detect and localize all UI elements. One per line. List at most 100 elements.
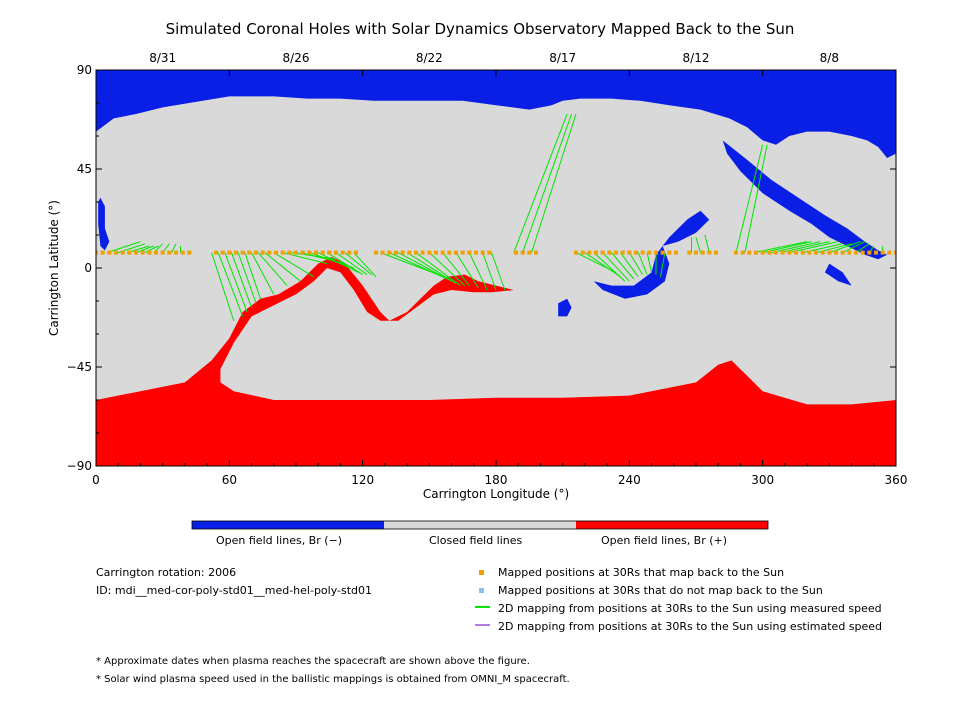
mapped-point-66 [620, 250, 625, 255]
measured-mapping-line-33 [428, 252, 466, 286]
colorbar-label-closed: Closed field lines [429, 534, 523, 547]
measured-mapping-line-50 [646, 252, 653, 273]
measured-mapping-line-38 [491, 252, 506, 291]
mapped-points [96, 250, 896, 255]
measured-mapping-line-37 [482, 252, 497, 291]
measured-mapping-line-10 [217, 252, 244, 317]
legend-label-estimated: 2D mapping from positions at 30Rs to the… [498, 620, 883, 633]
mapped-point-87 [780, 250, 785, 255]
mapped-point-55 [514, 250, 518, 255]
closed-bay-south [224, 285, 896, 396]
mapped-point-48 [447, 250, 452, 255]
x-axis-label: Carrington Longitude (°) [423, 487, 569, 501]
measured-mapping-line-44 [593, 252, 626, 282]
colorbar-segment-1 [384, 521, 576, 529]
mapped-point-45 [427, 250, 432, 255]
mapped-point-28 [300, 250, 305, 255]
mapped-point-40 [394, 250, 398, 255]
mapped-point-34 [340, 250, 345, 255]
measured-mapping-line-27 [353, 252, 377, 278]
measured-mapping-line-32 [415, 252, 461, 287]
mapped-point-96 [840, 250, 845, 255]
mapped-point-5 [127, 250, 132, 255]
measured-mapping-line-23 [318, 252, 359, 273]
mapped-point-10 [160, 250, 165, 255]
x-tick-label-180: 180 [485, 473, 508, 487]
mapped-point-86 [774, 250, 778, 255]
y-tick-label-0: −90 [67, 459, 92, 473]
colorbar-segment-0 [192, 521, 384, 529]
equatorial-hole-320 [722, 140, 888, 260]
top-date-label-2: 8/22 [416, 51, 443, 65]
measured-mapping-line-30 [397, 252, 452, 282]
model-id-text: ID: mdi__med-cor-poly-std01__med-hel-pol… [96, 584, 373, 597]
mapped-point-27 [294, 250, 298, 255]
measured-mapping-line-40 [522, 113, 573, 253]
measured-mapping-line-49 [637, 252, 648, 275]
mapped-point-43 [414, 250, 418, 255]
mapped-point-72 [660, 250, 665, 255]
symbol-legend [475, 570, 490, 626]
mapped-point-31 [320, 250, 325, 255]
colorbar-frame [191, 520, 769, 530]
mapped-point-97 [847, 250, 852, 255]
measured-mapping-line-60 [771, 241, 821, 254]
top-date-label-4: 8/12 [683, 51, 710, 65]
south-polar-coronal-hole [96, 257, 896, 466]
measured-mapping-line-29 [389, 252, 448, 280]
mapped-point-15 [214, 250, 218, 255]
measured-mapping-line-66 [842, 241, 866, 254]
chart-title: Simulated Coronal Holes with Solar Dynam… [165, 20, 795, 38]
mapped-point-84 [760, 250, 765, 255]
axes: 0 60 120 180 240 300 360 −90 −45 0 45 90 8/31 8/26 8/2… [47, 51, 907, 501]
mapped-point-49 [454, 250, 458, 255]
mapped-point-81 [740, 250, 745, 255]
measured-mapping-line-57 [744, 144, 768, 253]
mapped-point-50 [460, 250, 465, 255]
small-hole-335 [824, 263, 852, 286]
mapped-point-82 [747, 250, 752, 255]
mapped-point-37 [374, 250, 378, 255]
mapped-point-93 [820, 250, 825, 255]
mapped-point-0 [96, 250, 98, 255]
equatorial-hole-260 [593, 210, 710, 299]
mapped-point-6 [134, 250, 138, 255]
coronal-map [96, 70, 896, 466]
measured-mapping-line-47 [620, 252, 639, 278]
x-tick-label-0: 0 [92, 473, 100, 487]
mapped-point-58 [534, 250, 538, 255]
mapped-point-85 [767, 250, 772, 255]
colorbar-segment-2 [576, 521, 768, 529]
mapped-point-26 [287, 250, 292, 255]
measured-mapping-line-26 [344, 252, 372, 275]
legend-label-mapped-ok: Mapped positions at 30Rs that map back t… [498, 566, 785, 579]
measured-mapping-line-18 [273, 252, 315, 278]
mapped-point-71 [654, 250, 658, 255]
mapped-point-89 [794, 250, 798, 255]
mapped-point-53 [480, 250, 485, 255]
north-polar-coronal-hole [96, 70, 896, 158]
legend-symbol-mapped-ok [479, 570, 484, 575]
legend-symbol-mapped-not [479, 588, 484, 593]
measured-mapping-line-13 [237, 252, 257, 304]
measured-mapping-line-34 [442, 252, 470, 286]
mapped-point-60 [580, 250, 585, 255]
measured-mapping-line-39 [513, 113, 568, 253]
measured-mapping-line-31 [406, 252, 457, 284]
mapped-point-94 [827, 250, 832, 255]
mapped-point-70 [647, 250, 652, 255]
y-tick-label-1: −45 [67, 360, 92, 374]
mapped-point-24 [274, 250, 278, 255]
measured-mapping-line-36 [468, 252, 488, 291]
measured-mapping-line-4 [144, 245, 159, 254]
mapped-point-52 [474, 250, 478, 255]
mapped-point-12 [174, 250, 178, 255]
measured-mapping-line-14 [244, 252, 261, 299]
mapped-point-95 [834, 250, 838, 255]
mapped-point-69 [640, 250, 645, 255]
mapped-point-36 [354, 250, 358, 255]
mapped-point-16 [220, 250, 225, 255]
mapped-point-65 [614, 250, 618, 255]
mapped-point-51 [467, 250, 472, 255]
